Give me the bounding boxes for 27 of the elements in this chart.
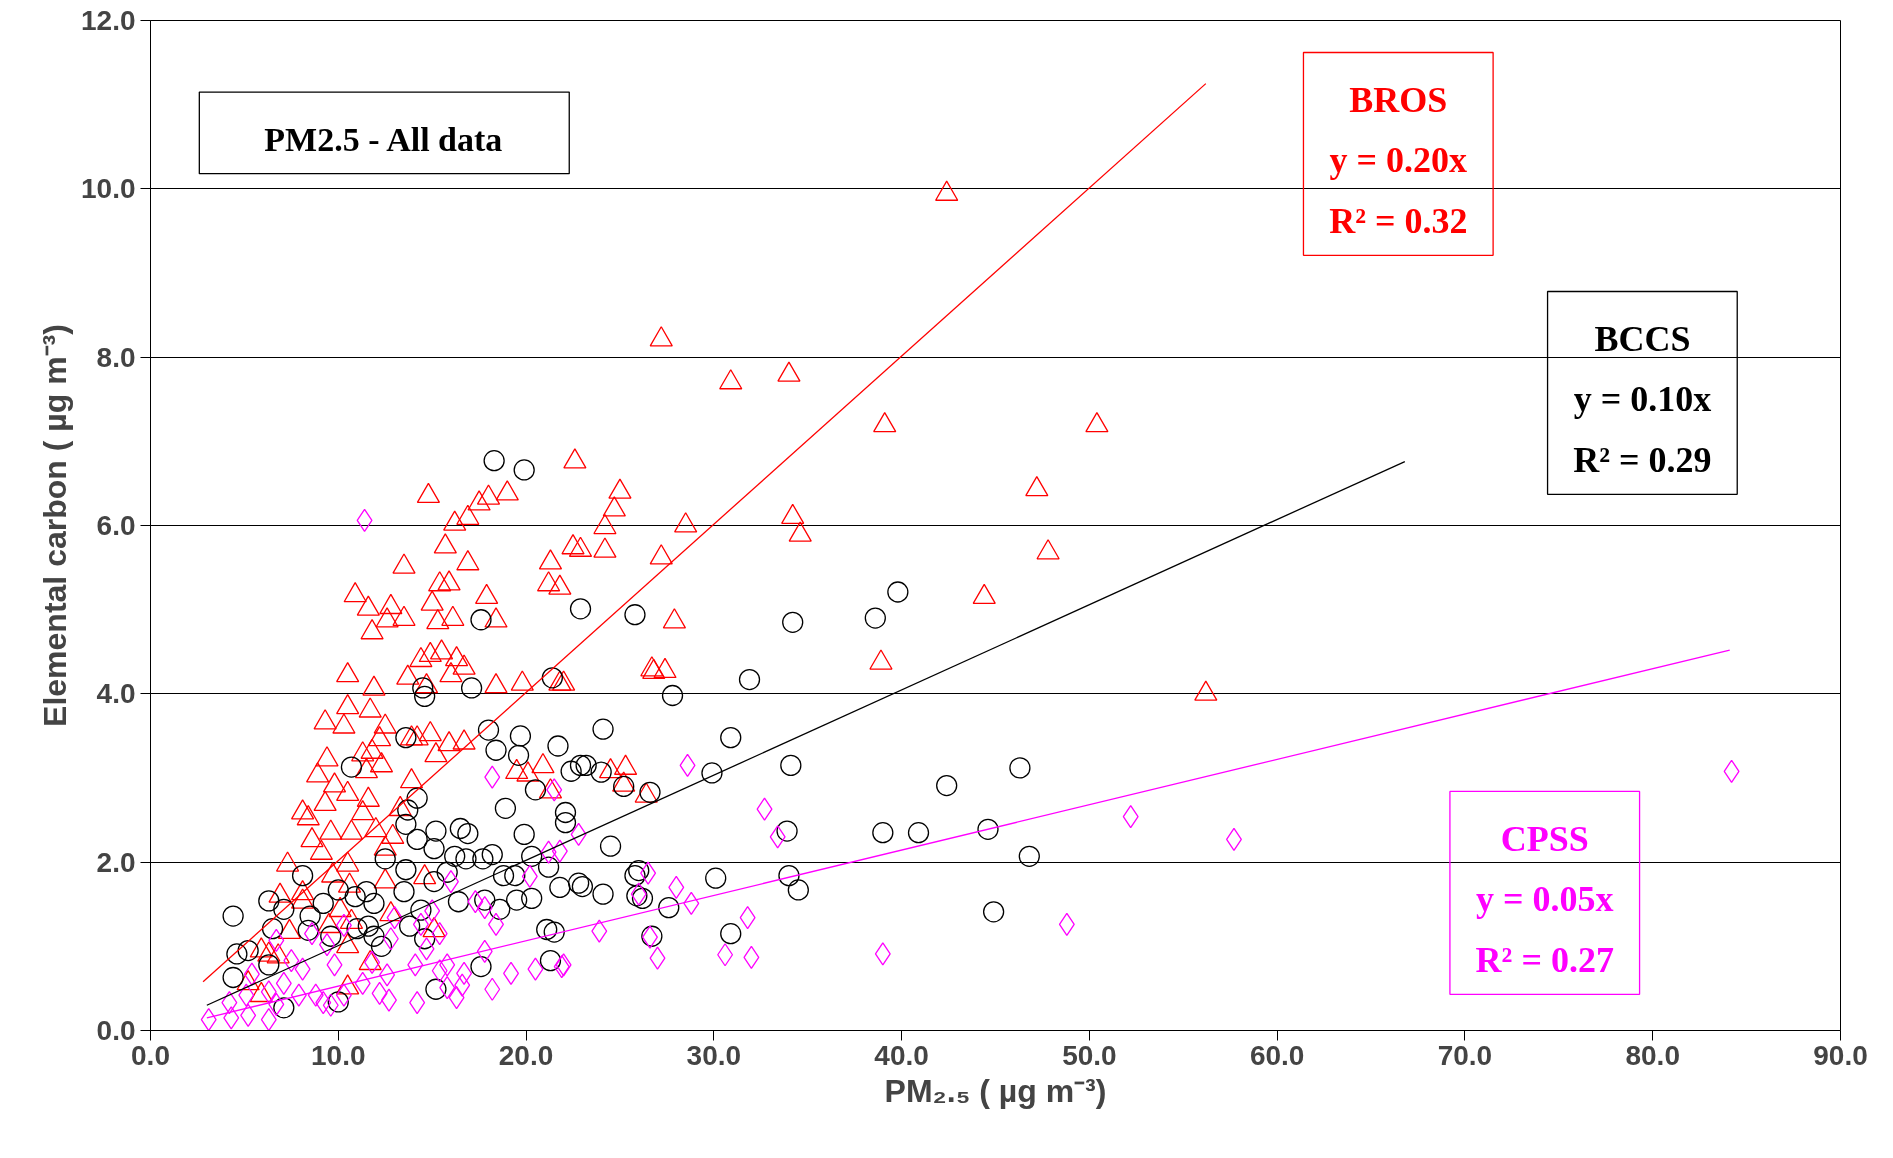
y-tick-label: 10.0: [81, 173, 136, 205]
annotation: R² = 0.29: [1573, 439, 1712, 480]
x-tick-label: 90.0: [1813, 1039, 1868, 1071]
text: BCCS: [1594, 318, 1691, 359]
text: PM2.5 - All data: [264, 120, 503, 158]
y-tick-label: 6.0: [96, 510, 136, 541]
x-tick-label: 10.0: [311, 1039, 366, 1071]
annotation: R² = 0.32: [1329, 200, 1468, 241]
y-tick-label: 4.0: [96, 678, 136, 710]
x-tick-label: 40.0: [874, 1039, 929, 1071]
text: CPSS: [1500, 818, 1589, 859]
x-tick-label: 80.0: [1625, 1039, 1680, 1071]
x-tick-label: 70.0: [1437, 1039, 1493, 1071]
y-tick-label: 12.0: [81, 5, 136, 36]
x-tick-label: 50.0: [1062, 1039, 1117, 1071]
y-tick-label: 2.0: [96, 846, 136, 878]
annotation: y = 0.20x: [1329, 140, 1468, 181]
annotation: R² = 0.27: [1475, 939, 1614, 980]
annotation: y = 0.10x: [1573, 379, 1712, 420]
y-tick-label: 8.0: [96, 341, 136, 373]
x-tick-label: 20.0: [498, 1039, 554, 1071]
x-tick-label: 60.0: [1249, 1039, 1305, 1071]
x-tick-label: 30.0: [686, 1039, 742, 1071]
y-axis-title: Elemental carbon ( µg m⁻³): [37, 324, 73, 727]
x-axis-title: PM₂.₅ ( µg m⁻³): [884, 1072, 1107, 1109]
annotation: y = 0.05x: [1475, 879, 1614, 920]
text: BROS: [1349, 79, 1448, 120]
